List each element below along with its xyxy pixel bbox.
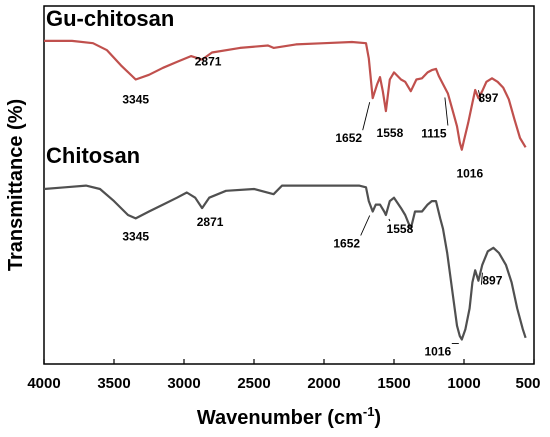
x-tick-label-1500: 1500 <box>377 375 410 392</box>
series-line-gu-chitosan <box>44 39 527 151</box>
peak-arrow-chitosan-897 <box>480 272 483 285</box>
plot-frame <box>43 5 535 365</box>
annotation-layer: 3345 2871 1652 1558 1115 1016 897 3345 2871 1652 1… <box>122 55 502 359</box>
x-axis-ticks: 4000 3500 3000 2500 2000 1500 1000 500 <box>27 359 541 392</box>
peak-arrow-chitosan-1652 <box>360 215 371 236</box>
peak-arrow-gu-chitosan-1115 <box>444 97 449 126</box>
x-tick-label-2000: 2000 <box>307 375 340 392</box>
peak-label-gu-chitosan-897: 897 <box>478 91 498 105</box>
x-tick-label-3500: 3500 <box>97 375 130 392</box>
y-axis-title: Transmittance (%) <box>5 99 27 271</box>
peak-arrow-chitosan-1558 <box>388 218 391 222</box>
series-line-chitosan <box>43 184 527 341</box>
peak-label-gu-chitosan-1016: 1016 <box>456 167 483 181</box>
plot-area <box>43 5 535 365</box>
series-layer <box>43 39 527 341</box>
peak-label-chitosan-3345: 3345 <box>122 229 149 243</box>
x-axis-title: Wavenumber (cm-1) <box>197 404 381 429</box>
peak-label-gu-chitosan-1115: 1115 <box>421 127 447 141</box>
peak-label-gu-chitosan-1558: 1558 <box>377 126 404 140</box>
peak-label-gu-chitosan-1652: 1652 <box>335 131 362 145</box>
x-axis-title-superscript: -1 <box>363 404 375 419</box>
x-tick-label-3000: 3000 <box>167 375 200 392</box>
x-tick-label-4000: 4000 <box>27 375 60 392</box>
x-tick-label-1000: 1000 <box>447 375 480 392</box>
peak-arrow-gu-chitosan-1652 <box>362 102 371 131</box>
series-label-chitosan: Chitosan <box>46 143 140 168</box>
peak-arrow-gu-chitosan-897 <box>477 90 482 103</box>
peak-label-gu-chitosan-2871: 2871 <box>195 55 222 69</box>
peak-label-gu-chitosan-3345: 3345 <box>122 93 149 107</box>
peak-label-chitosan-1016: 1016 <box>424 345 451 359</box>
x-tick-label-500: 500 <box>515 375 540 392</box>
peak-label-chitosan-1558: 1558 <box>387 222 414 236</box>
x-tick-label-2500: 2500 <box>237 375 270 392</box>
series-label-gu-chitosan: Gu-chitosan <box>46 6 174 31</box>
peak-label-chitosan-2871: 2871 <box>197 215 224 229</box>
x-axis-title-close: ) <box>374 407 381 429</box>
x-axis-title-main: Wavenumber (cm <box>197 407 363 429</box>
peak-label-chitosan-1652: 1652 <box>333 237 360 251</box>
peak-label-chitosan-897: 897 <box>482 274 502 288</box>
